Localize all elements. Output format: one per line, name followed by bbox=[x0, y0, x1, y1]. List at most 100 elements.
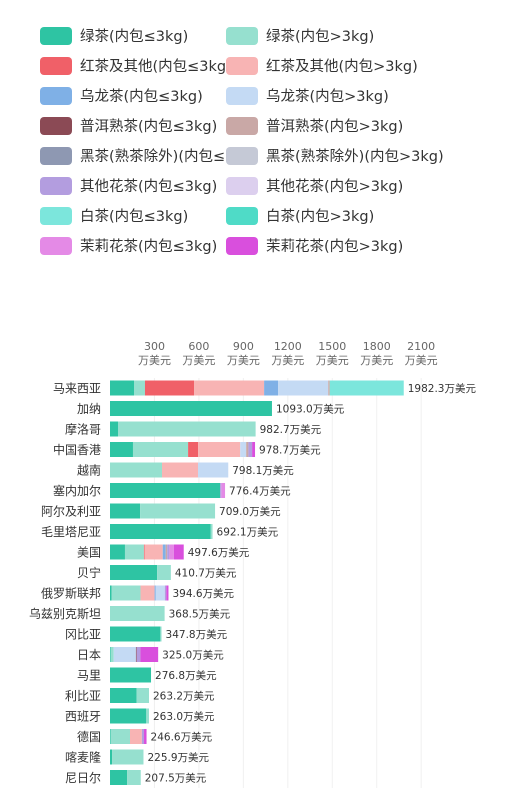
legend-swatch bbox=[226, 117, 258, 135]
x-tick-label: 2100 万美元 bbox=[404, 340, 438, 367]
total-label: 692.1万美元 bbox=[217, 526, 279, 539]
bar-segment bbox=[132, 442, 189, 457]
category-label: 西班牙 bbox=[65, 710, 101, 724]
bar-segment bbox=[162, 544, 166, 560]
x-tick-label: 600 万美元 bbox=[182, 340, 216, 367]
legend-swatch bbox=[226, 177, 258, 195]
bar-segment bbox=[110, 565, 158, 580]
bar-segment bbox=[329, 380, 404, 396]
category-label: 阿尔及利亚 bbox=[41, 504, 101, 519]
category-label: 塞内加尔 bbox=[53, 483, 101, 498]
total-label: 1093.0万美元 bbox=[276, 403, 345, 416]
category-label: 俄罗斯联邦 bbox=[41, 587, 101, 601]
bar-segment bbox=[160, 626, 162, 642]
bar-segment bbox=[169, 544, 174, 560]
bar-segment bbox=[221, 483, 226, 498]
legend-label: 其他花茶(内包>3kg) bbox=[266, 178, 403, 195]
total-label: 246.6万美元 bbox=[151, 731, 213, 744]
category-label: 利比亚 bbox=[65, 689, 101, 703]
bar-segment bbox=[144, 544, 163, 560]
bar-segment bbox=[157, 565, 171, 580]
x-tick-label: 1800 万美元 bbox=[360, 340, 394, 367]
bar-segment bbox=[198, 442, 241, 457]
bar-segment bbox=[111, 585, 141, 601]
bar-segment bbox=[110, 749, 113, 765]
category-label: 毛里塔尼亚 bbox=[41, 525, 101, 539]
total-label: 798.1万美元 bbox=[232, 464, 294, 477]
bar-segment bbox=[252, 442, 256, 457]
bar-segment bbox=[110, 524, 211, 539]
bar-segment bbox=[110, 688, 137, 703]
category-label: 马来西亚 bbox=[53, 382, 101, 396]
category-label: 越南 bbox=[77, 463, 101, 478]
bar-segment bbox=[278, 380, 329, 396]
bar-segment bbox=[110, 729, 111, 744]
bar-segment bbox=[110, 380, 135, 396]
category-label: 加纳 bbox=[77, 402, 101, 416]
total-label: 225.9万美元 bbox=[147, 751, 209, 764]
bar-segment bbox=[110, 462, 163, 478]
bar-segment bbox=[110, 729, 131, 744]
total-label: 276.8万美元 bbox=[155, 669, 217, 682]
category-label: 喀麦隆 bbox=[65, 750, 101, 765]
bar-segment bbox=[110, 503, 141, 519]
total-label: 776.4万美元 bbox=[229, 485, 291, 498]
category-label: 德国 bbox=[77, 729, 101, 744]
bar-segment bbox=[110, 421, 119, 437]
total-label: 347.8万美元 bbox=[166, 628, 228, 641]
bar-segment bbox=[110, 647, 114, 662]
legend-label: 其他花茶(内包≤3kg) bbox=[80, 178, 217, 195]
legend-swatch bbox=[40, 87, 72, 105]
bar-segment bbox=[166, 585, 169, 601]
bar-segment bbox=[140, 503, 216, 519]
bar-segment bbox=[130, 729, 142, 744]
legend-label: 黑茶(熟茶除外)(内包>3kg) bbox=[266, 148, 444, 165]
bar-segment bbox=[136, 688, 150, 703]
bar-segment bbox=[143, 544, 145, 560]
bar-segment bbox=[134, 380, 145, 396]
bar-segment bbox=[110, 770, 128, 785]
x-tick-label: 900 万美元 bbox=[226, 340, 260, 367]
legend-label: 乌龙茶(内包≤3kg) bbox=[80, 88, 203, 105]
bar-segment bbox=[194, 380, 265, 396]
total-label: 410.7万美元 bbox=[175, 567, 237, 580]
category-label: 贝宁 bbox=[77, 565, 101, 580]
bar-segment bbox=[113, 647, 136, 662]
bar-segment bbox=[110, 544, 125, 560]
bar-segment bbox=[240, 442, 247, 457]
legend-swatch bbox=[226, 27, 258, 45]
bar-segment bbox=[264, 380, 279, 396]
category-label: 乌兹别克斯坦 bbox=[29, 606, 101, 621]
bar-segment bbox=[110, 442, 133, 457]
bar-segment bbox=[141, 729, 145, 744]
bar-segment bbox=[146, 708, 149, 724]
total-label: 978.7万美元 bbox=[259, 444, 321, 457]
total-label: 207.5万美元 bbox=[145, 772, 207, 785]
bar-segment bbox=[127, 770, 141, 785]
x-tick-label: 1200 万美元 bbox=[271, 340, 305, 367]
category-label: 尼日尔 bbox=[65, 770, 101, 785]
bar-segment bbox=[173, 544, 184, 560]
total-label: 394.6万美元 bbox=[172, 587, 234, 600]
bar-segment bbox=[198, 462, 229, 478]
legend-swatch bbox=[40, 237, 72, 255]
bar-segment bbox=[248, 442, 253, 457]
bar-segment bbox=[162, 462, 199, 478]
bar-segment bbox=[110, 626, 161, 642]
legend-label: 普洱熟茶(内包≤3kg) bbox=[80, 118, 217, 135]
legend-swatch bbox=[40, 147, 72, 165]
bar-segment bbox=[110, 585, 112, 601]
total-label: 263.2万美元 bbox=[153, 690, 215, 703]
bar-segment bbox=[165, 544, 168, 560]
legend-label: 白茶(内包≤3kg) bbox=[80, 208, 188, 225]
legend-label: 普洱熟茶(内包>3kg) bbox=[266, 118, 403, 135]
legend-label: 乌龙茶(内包>3kg) bbox=[266, 88, 389, 105]
legend-swatch bbox=[226, 87, 258, 105]
legend-label: 黑茶(熟茶除外)(内包≤3kg) bbox=[80, 148, 258, 165]
legend-swatch bbox=[40, 207, 72, 225]
legend-swatch bbox=[226, 237, 258, 255]
x-tick-label: 1500 万美元 bbox=[315, 340, 349, 367]
bar-segment bbox=[144, 729, 147, 744]
